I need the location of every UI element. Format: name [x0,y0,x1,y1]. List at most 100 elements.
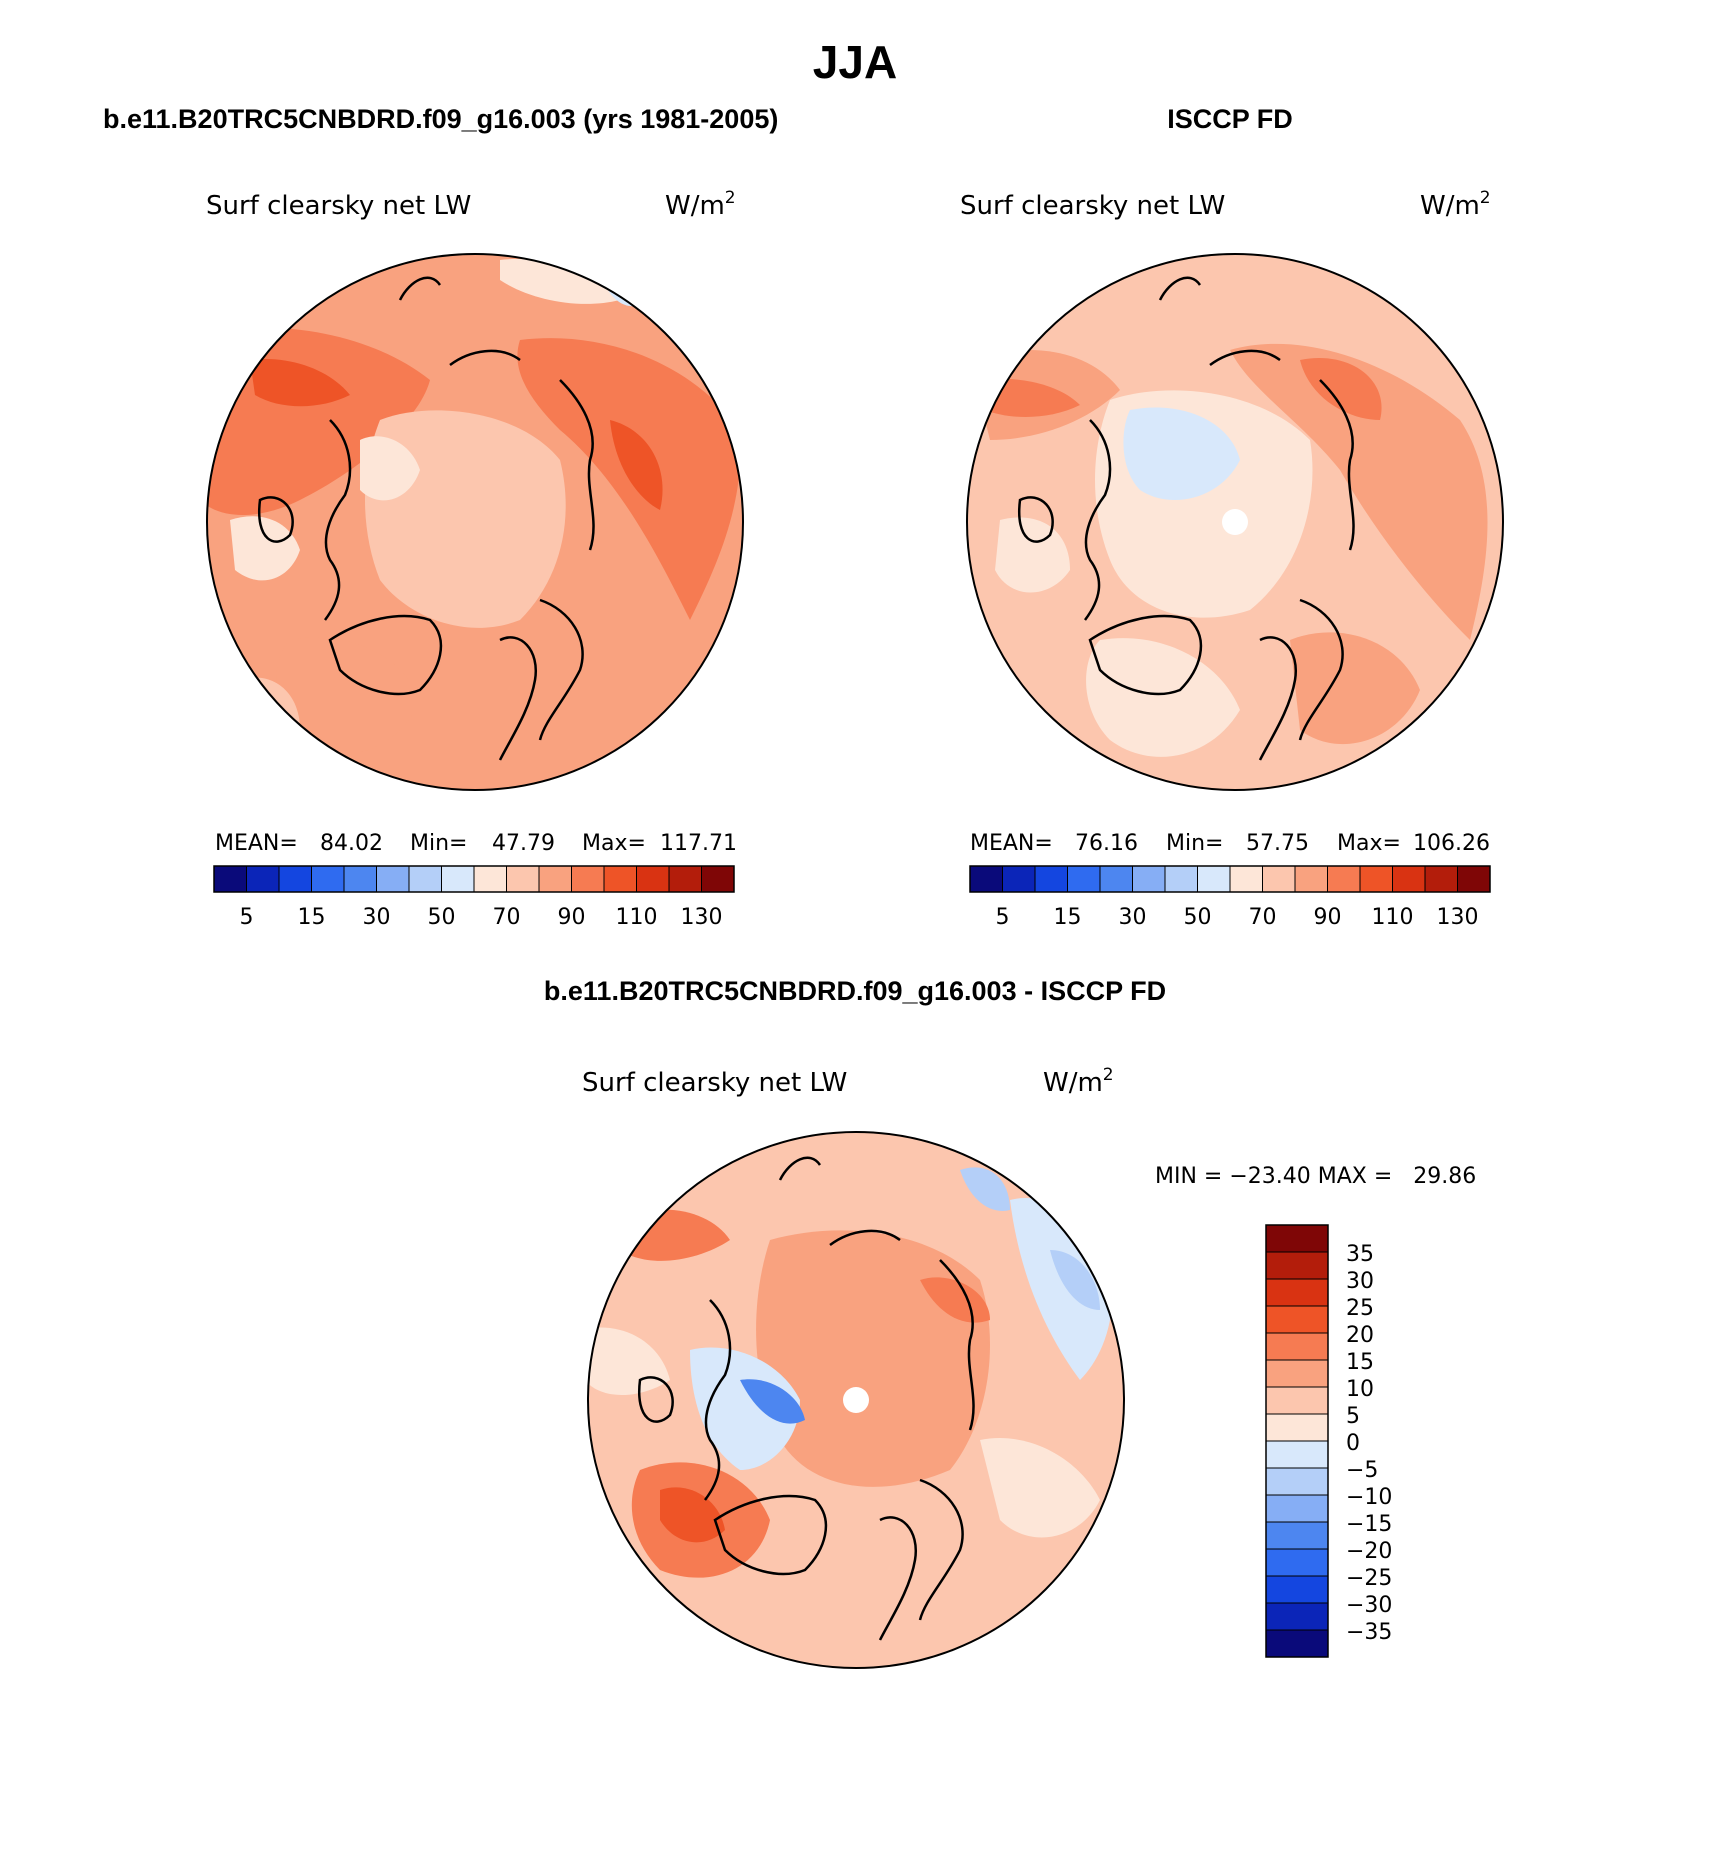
coastline [878,1516,918,1641]
colorbar-swatch [668,865,702,893]
min-value: 47.79 [492,831,555,856]
colorbar-tick-label: 5 [996,905,1010,930]
max-label: Max= [582,831,646,856]
colorbar-swatch [1265,1359,1329,1388]
coastline [1319,379,1355,551]
panel-model: b.e11.B20TRC5CNBDRD.f09_g16.003 (yrs 198… [103,104,778,930]
coastline [1088,614,1203,696]
colorbar-swatch [1265,1440,1329,1469]
colorbar-swatch [376,865,410,893]
colorbar-tick-label: 15 [1054,905,1082,930]
colorbar-swatch [1265,1467,1329,1496]
min-label: Min= [410,831,467,856]
coastline [637,1376,674,1423]
colorbar-frame [213,865,735,893]
coastline [939,1259,975,1431]
colorbar-tick-label: 130 [681,905,723,930]
colorbar-tick-label: 50 [1184,905,1212,930]
contour-region [230,516,300,581]
contour-region [610,420,663,510]
colorbar-swatch [1265,1521,1329,1550]
colorbar-swatch [1457,865,1491,893]
coastline [703,1299,732,1501]
coastline [1017,496,1054,543]
mean-value: 76.16 [1075,831,1138,856]
colorbar-swatch [1392,865,1426,893]
colorbar-swatch [1265,1305,1329,1334]
colorbar-swatch [1197,865,1231,893]
colorbar-tick-label: 70 [493,905,521,930]
colorbar-swatch [1359,865,1393,893]
colorbar-swatch [1265,1494,1329,1523]
contour-region [250,359,350,407]
mean-label: MEAN= [215,831,298,856]
colorbar-model: 5 15 30 50 70 90 110 130 [213,865,735,930]
contour-region [995,517,1070,593]
colorbar-swatch [1229,865,1263,893]
colorbar-swatch [1265,1575,1329,1604]
coastline [1298,598,1344,741]
colorbar-tick-label: 25 [1346,1296,1374,1321]
units-label-obs: W/m2 [1420,188,1491,221]
colorbar-swatch [969,865,1003,893]
coastline [1083,419,1112,621]
coastline [398,276,442,301]
colorbar-tick-label: 70 [1249,905,1277,930]
map-outline [587,1131,1125,1669]
colorbar-tick-label: −10 [1346,1485,1392,1510]
contour-region [690,1347,800,1470]
colorbar-swatch [701,865,735,893]
contour-region [360,436,420,501]
colorbar-tick-label: 20 [1346,1323,1374,1348]
colorbar-tick-label: 10 [1346,1377,1374,1402]
coastline [328,614,443,696]
colorbar-swatch [1327,865,1361,893]
map-outline [966,253,1504,791]
colorbar-swatch [311,865,345,893]
coastline [498,636,538,761]
colorbar-swatch [1265,1413,1329,1442]
colorbar-tick-label: −35 [1346,1620,1392,1645]
colorbar-swatch [1265,1251,1329,1280]
colorbar-swatch [1164,865,1198,893]
variable-label-diff: Surf clearsky net LW [582,1068,847,1098]
colorbar-swatch [246,865,280,893]
coastline [778,1156,822,1181]
colorbar-frame [969,865,1491,893]
colorbar-swatch [1265,1548,1329,1577]
colorbar-tick-label: 90 [1314,905,1342,930]
colorbar-tick-label: 30 [363,905,391,930]
colorbar-swatch [1265,1224,1329,1253]
colorbar-tick-label: −15 [1346,1512,1392,1537]
contour-region [980,378,1080,417]
variable-label-obs: Surf clearsky net LW [960,191,1225,221]
stats-model: MEAN= 84.02 Min= 47.79 Max= 117.71 [215,831,737,856]
coastline [449,349,521,367]
colorbar-tick-label: 110 [616,905,658,930]
max-value: 117.71 [660,831,737,856]
colorbar-swatch [1265,1629,1329,1658]
coastline [559,379,595,551]
variable-label-model: Surf clearsky net LW [206,191,471,221]
contour-region [960,1167,1010,1211]
contour-region [660,1487,725,1543]
min-value: 57.75 [1246,831,1309,856]
colorbar-tick-label: 15 [1346,1350,1374,1375]
colorbar-tick-label: −5 [1346,1458,1378,1483]
coastline [257,496,294,543]
colorbar-tick-label: 5 [1346,1404,1360,1429]
colorbar-swatch [1002,865,1036,893]
coastline [918,1478,964,1621]
coastline [1209,349,1281,367]
colorbar-tick-label: 130 [1437,905,1479,930]
stats-obs: MEAN= 76.16 Min= 57.75 Max= 106.26 [970,831,1490,856]
colorbar-tick-label: 110 [1372,905,1414,930]
minmax-label-diff: MIN = −23.40 MAX = 29.86 [1155,1164,1476,1189]
colorbar-tick-label: 50 [428,905,456,930]
colorbar-swatch [1424,865,1458,893]
polar-map-obs [966,253,1504,791]
coastline [323,419,352,621]
panel-diff: b.e11.B20TRC5CNBDRD.f09_g16.003 - ISCCP … [544,976,1476,1669]
